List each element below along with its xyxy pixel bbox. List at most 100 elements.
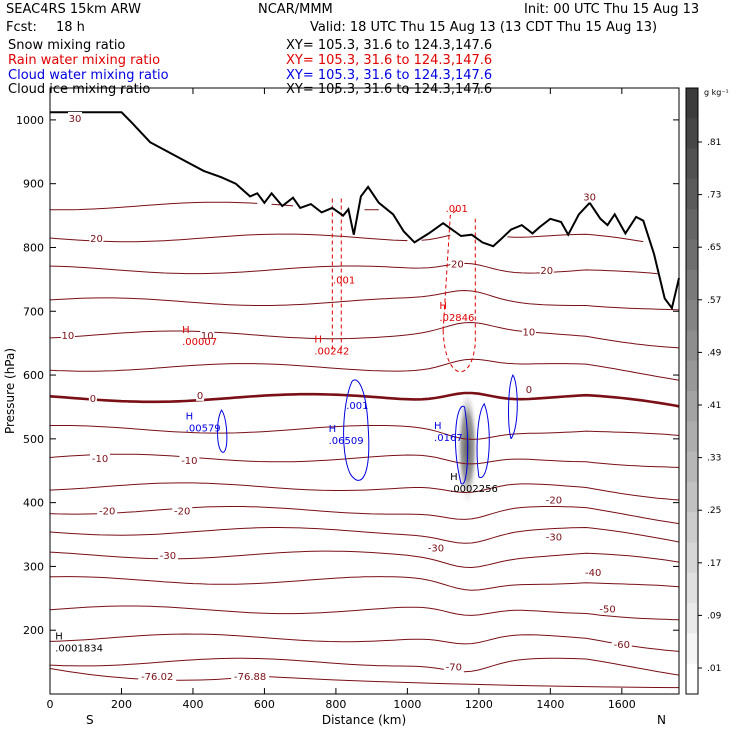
isotherm-label: 10 <box>523 328 536 339</box>
fcst-value: 18 h <box>56 20 85 35</box>
isotherm-15 <box>49 289 680 311</box>
axes: 0 200 400 600 800 1000 1200 1400 160020030040050… <box>16 88 679 711</box>
x-tick-label: 1400 <box>536 698 564 711</box>
cloud-water-max-value: .00579 <box>186 423 221 434</box>
colorbar-tick-label: .81 <box>707 138 721 148</box>
field-name-cloud-ice: Cloud ice mixing ratio <box>8 82 150 97</box>
init-time: Init: 00 UTC Thu 15 Aug 13 <box>524 2 699 17</box>
snow-max-h: H <box>450 472 458 483</box>
rain-max-value: .02846 <box>439 313 474 324</box>
colorbar-tick-label: .01 <box>707 664 721 674</box>
header: SEAC4RS 15km ARW NCAR/MMM Init: 00 UTC T… <box>6 2 699 35</box>
isotherm-label-bg <box>611 638 632 651</box>
isotherm-label-bg <box>200 328 215 341</box>
isotherm-label: -76.88 <box>234 672 266 683</box>
cloud-contour-5 <box>508 374 518 440</box>
isotherm-label: 0 <box>526 385 532 396</box>
cloud-ice-max-value: .0001834 <box>55 643 103 654</box>
y-tick-label: 600 <box>23 369 44 382</box>
colorbar-cell <box>686 633 698 665</box>
isotherm-label-bg <box>90 451 111 464</box>
cloud-contour-3 <box>455 405 469 485</box>
cloud-water-contours <box>217 374 518 485</box>
cloud-water-max-h: H <box>434 421 442 432</box>
isotherm-label: 30 <box>583 192 596 203</box>
rain-max-h: H <box>439 301 447 312</box>
isotherm-top <box>49 667 680 689</box>
isotherm-label-bg <box>583 566 604 579</box>
isotherm-label: 30 <box>69 114 82 125</box>
colorbar-cell <box>686 360 698 392</box>
isotherm--25 <box>49 526 680 544</box>
isotherm-label: -40 <box>585 568 601 579</box>
colorbar-cell <box>686 603 698 634</box>
field-legend: Snow mixing ratio XY= 105.3, 31.6 to 124… <box>8 38 492 97</box>
plot-area: -76.02 -76.88 -70 -60 -50 -40 -30 -30 -30 -20 -20 -… <box>49 111 680 689</box>
field-name-rain: Rain water mixing ratio <box>8 53 160 68</box>
colorbar-tick-label: .65 <box>707 243 721 253</box>
rain-contours <box>331 196 476 373</box>
cloud-ice-max-h: H <box>55 631 63 642</box>
x-tick-label: 200 <box>111 698 132 711</box>
plot-frame <box>49 87 680 695</box>
cloud-water-contour-label: .001 <box>346 401 368 412</box>
isotherm-label: 20 <box>451 259 464 270</box>
cloud-contour-1 <box>217 409 228 453</box>
isotherm-label-bg <box>89 231 104 244</box>
isotherm--50 <box>49 605 680 621</box>
x-end-label-south: S <box>86 713 94 727</box>
rain-max-value: .00007 <box>182 337 217 348</box>
y-tick-label: 400 <box>23 497 44 510</box>
field-name-snow: Snow mixing ratio <box>8 38 125 53</box>
isotherm--15 <box>49 482 680 501</box>
isotherm-label: -10 <box>181 456 197 467</box>
isotherm-label-bg <box>179 453 200 466</box>
x-end-label-north: N <box>657 713 666 727</box>
colorbar-cell <box>686 300 698 331</box>
valid-time: Valid: 18 UTC Thu 15 Aug 13 (13 CDT Thu … <box>310 20 657 35</box>
rain-max-value: .00242 <box>314 347 349 358</box>
isotherm-10 <box>49 321 680 349</box>
run-title: SEAC4RS 15km ARW <box>6 2 141 17</box>
contour-labels: -76.02 -76.88 -70 -60 -50 -40 -30 -30 -30 -20 -20 -… <box>55 111 632 683</box>
colorbar-tick-label: .09 <box>707 611 722 621</box>
isotherm-label: -30 <box>160 551 176 562</box>
y-tick-label: 500 <box>23 433 44 446</box>
cloud-water-max-h: H <box>186 411 194 422</box>
isotherm-label-bg <box>539 263 554 276</box>
colorbar-tick-label: .25 <box>707 506 721 516</box>
isotherm-label-bg <box>543 493 564 506</box>
isotherm--60 <box>49 633 680 652</box>
cloud-water-max-value: .0167 <box>434 433 463 444</box>
fcst-label: Fcst: <box>6 20 37 35</box>
colorbar-cell <box>686 391 698 422</box>
isotherm-label: -20 <box>174 506 190 517</box>
org-label: NCAR/MMM <box>258 2 333 17</box>
isotherm-label-bg <box>521 325 536 338</box>
isotherm-label-bg <box>443 660 464 673</box>
colorbar-frame <box>685 87 699 695</box>
y-tick-label: 700 <box>23 305 44 318</box>
colorbar-cell <box>686 572 698 604</box>
x-axis-label: Distance (km) <box>322 713 406 727</box>
colorbar-cell <box>686 178 698 210</box>
cloud-water-max-value: .06509 <box>329 436 364 447</box>
colorbar-cell <box>686 421 698 453</box>
colorbar-tick-label: .33 <box>707 454 721 464</box>
colorbar-cell <box>686 330 698 362</box>
isotherm-label-bg <box>425 541 446 554</box>
colorbar-unit: g kg⁻¹ <box>704 88 729 97</box>
x-tick-label: 1200 <box>465 698 493 711</box>
isotherm--70 <box>49 657 680 676</box>
isotherm-label-bg <box>450 257 465 270</box>
colorbar-tick-label: .73 <box>707 191 721 201</box>
rain-contour-east <box>442 208 476 373</box>
colorbar-cell <box>686 481 698 513</box>
colorbar-cell <box>686 239 698 271</box>
colorbar-cell <box>686 542 698 574</box>
isotherm-label: -20 <box>99 506 115 517</box>
x-tick-label: 600 <box>254 698 275 711</box>
rain-max-h: H <box>314 335 322 346</box>
colorbar-cell <box>686 512 698 543</box>
isotherm-label-bg <box>60 328 75 341</box>
